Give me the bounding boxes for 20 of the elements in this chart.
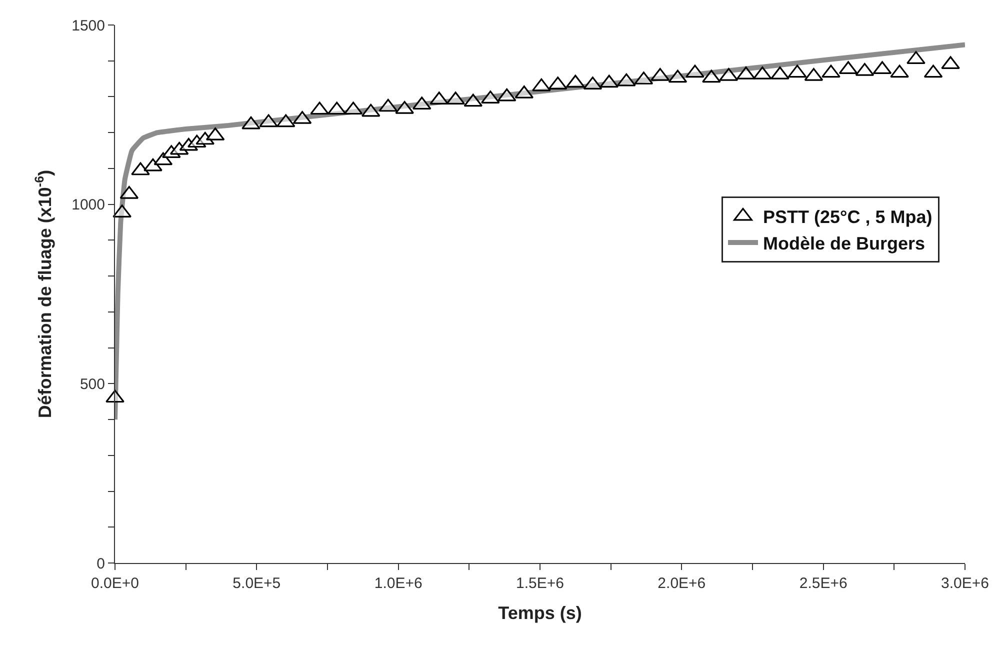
x-tick-label: 2.0E+6: [658, 575, 706, 592]
point: [144, 158, 162, 172]
legend-label: PSTT (25°C , 5 Mpa): [763, 207, 932, 228]
x-tick-label: 2.5E+6: [799, 575, 848, 592]
point: [242, 116, 260, 130]
y-tick-label: 1500: [72, 17, 105, 34]
point: [822, 64, 840, 78]
y-tick-label: 1000: [72, 196, 105, 214]
x-axis-title: Temps (s): [498, 603, 582, 624]
x-tick-label: 3.0E+6: [941, 575, 989, 592]
x-tick-label: 1.5E+6: [516, 575, 564, 592]
y-tick-label: 500: [80, 376, 105, 393]
point: [106, 390, 124, 403]
legend-label: Modèle de Burgers: [763, 234, 926, 254]
point: [686, 64, 704, 78]
x-tick-label: 0.0E+0: [91, 575, 139, 592]
y-tick-label: 0: [96, 555, 105, 572]
x-tick-label: 1.0E+6: [374, 575, 422, 592]
point: [131, 162, 150, 176]
x-tick-label: 5.0E+5: [232, 575, 281, 592]
